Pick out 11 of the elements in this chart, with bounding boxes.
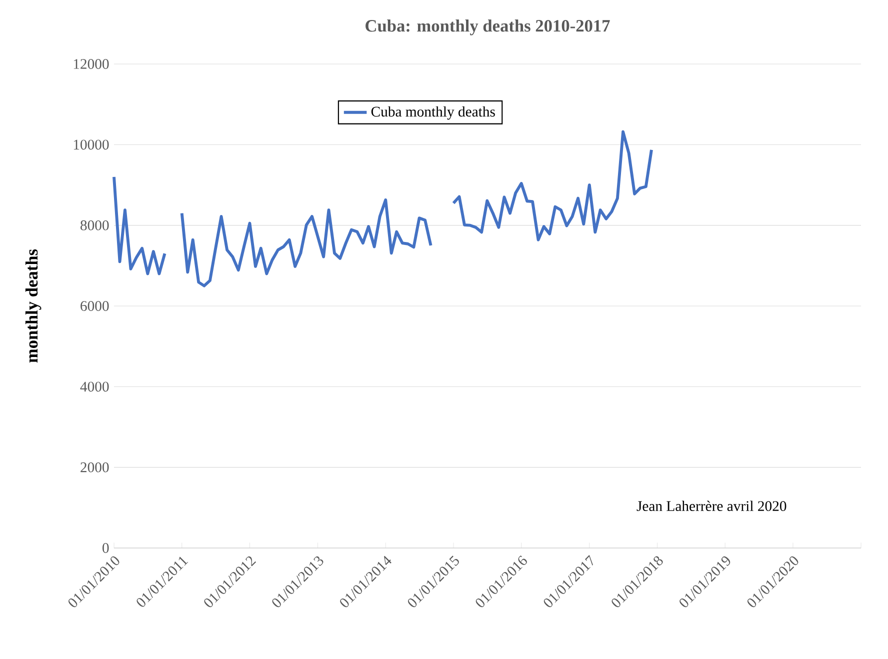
annotation: Jean Laherrère avril 2020 bbox=[636, 500, 786, 512]
y-tick-label: 4000 bbox=[80, 382, 109, 392]
y-tick-label: 2000 bbox=[80, 462, 109, 472]
y-axis-title: monthly deaths bbox=[25, 249, 42, 363]
y-tick-label: 6000 bbox=[80, 301, 109, 311]
legend-label: Cuba monthly deaths bbox=[371, 106, 495, 120]
y-tick-label: 10000 bbox=[74, 140, 109, 150]
y-tick-label: 12000 bbox=[74, 59, 109, 69]
y-tick-label: 0 bbox=[102, 543, 109, 553]
chart-title: Cuba: monthly deaths 2010-2017 bbox=[366, 20, 610, 36]
y-tick-label: 8000 bbox=[80, 220, 109, 230]
